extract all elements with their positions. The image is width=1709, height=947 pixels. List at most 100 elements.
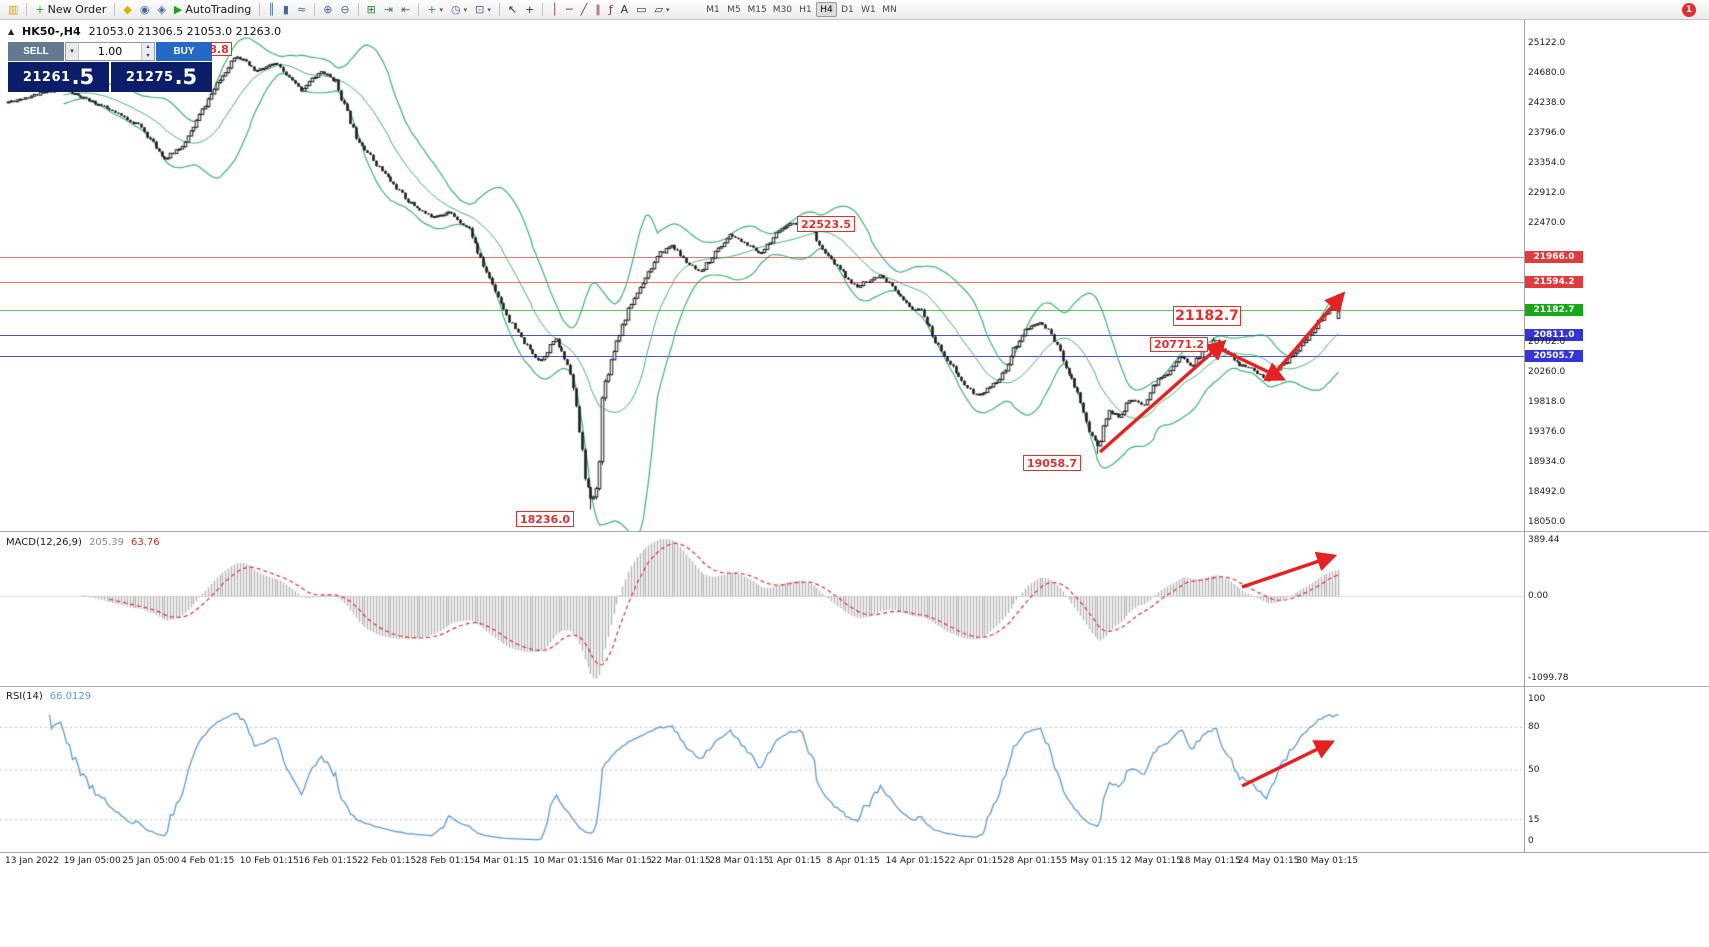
app-button[interactable]: ▥ xyxy=(5,1,21,18)
buy-button[interactable]: BUY xyxy=(156,42,212,61)
zoom-out-button[interactable]: ⊖ xyxy=(337,1,352,18)
channel-button[interactable]: ∥ xyxy=(592,1,604,18)
panel-splitter[interactable] xyxy=(0,531,1709,532)
toolbar-separator xyxy=(418,3,420,16)
bar-chart-button[interactable]: ║ xyxy=(265,1,278,18)
timeframe-m1-button[interactable]: M1 xyxy=(706,5,720,15)
horizontal-line-button[interactable]: ─ xyxy=(563,1,576,18)
crosshair-icon: + xyxy=(525,3,535,16)
volume-up-icon[interactable]: ▴ xyxy=(142,43,154,52)
trendline-icon: ╱ xyxy=(580,3,588,16)
data-window-button[interactable]: ◉ xyxy=(137,1,153,18)
crosshair-button[interactable]: + xyxy=(522,1,537,18)
line-chart-button[interactable]: ≈ xyxy=(294,1,309,18)
toolbar-separator xyxy=(114,3,116,16)
macd-label: MACD(12,26,9) xyxy=(6,537,82,548)
buy-price[interactable]: 21275 .5 xyxy=(111,62,212,92)
breakout-arrow[interactable] xyxy=(1266,291,1346,383)
panel-splitter[interactable] xyxy=(0,686,1709,687)
shapes-button[interactable]: ▱ ▾ xyxy=(652,1,673,18)
timeframe-mn-button[interactable]: MN xyxy=(882,5,897,15)
cursor-button[interactable]: ↖ xyxy=(505,1,520,18)
notification-badge[interactable]: 1 xyxy=(1682,2,1696,17)
toolbar-separator xyxy=(26,3,28,16)
autotrading-button-label: AutoTrading xyxy=(185,3,252,16)
vertical-line-icon: │ xyxy=(551,3,558,16)
periods-icon: ◷ xyxy=(451,3,461,16)
timeframe-toolbar: M1 M5 M15 M30 H1 H4 D1 W1 MN xyxy=(703,2,900,17)
auto-scroll-button[interactable]: ⇥ xyxy=(381,1,396,18)
timeframe-m5-button[interactable]: M5 xyxy=(727,5,741,15)
navigator-icon: ◈ xyxy=(157,3,166,16)
channel-icon: ∥ xyxy=(595,3,601,16)
new-order-button[interactable]: + New Order xyxy=(32,1,109,18)
zoom-out-icon: ⊖ xyxy=(340,3,350,16)
new-order-icon: + xyxy=(35,3,45,16)
vertical-line-button[interactable]: │ xyxy=(548,1,561,18)
market-watch-button[interactable]: ◆ xyxy=(120,1,134,18)
indicators-icon: + xyxy=(427,3,437,16)
sell-price[interactable]: 21261 .5 xyxy=(8,62,109,92)
timeframe-m15-button[interactable]: M15 xyxy=(747,5,767,15)
timeframe-h1-button[interactable]: H1 xyxy=(799,5,812,15)
toolbar-separator xyxy=(314,3,316,16)
macd-signal-value: 63.76 xyxy=(130,537,160,548)
toolbar-separator xyxy=(498,3,500,16)
candlestick-chart-icon: ▮ xyxy=(282,3,289,16)
macd-arrow[interactable] xyxy=(1241,551,1338,589)
timeframe-d1-button[interactable]: D1 xyxy=(841,5,854,15)
auto-scroll-icon: ⇥ xyxy=(383,3,394,16)
autotrading-button[interactable]: ▶ AutoTrading xyxy=(171,1,254,18)
fibonacci-button[interactable]: ƒ xyxy=(606,1,616,18)
tile-windows-button[interactable]: ⊞ xyxy=(364,1,379,18)
text-button[interactable]: A xyxy=(618,1,632,18)
zoom-in-button[interactable]: ⊕ xyxy=(320,1,335,18)
app-logo-icon: ▥ xyxy=(8,3,19,16)
pullback-arrow[interactable] xyxy=(1213,344,1287,381)
rsi-label: RSI(14) xyxy=(6,691,43,702)
toolbar: ▥ + New Order ◆ ◉ ◈ ▶ AutoTrading ║ ▮ ≈ ⊕ ⊖ ⊞ ⇥ ⇤ + ▾ ◷ ▾ ⊡ ▾… xyxy=(0,0,1709,20)
symbol-ohlc-line: HK50-,H4 21053.0 21306.5 21053.0 21263.0 xyxy=(22,25,281,38)
timeframe-h4-button[interactable]: H4 xyxy=(815,2,837,17)
dropdown-caret-icon: ▾ xyxy=(439,5,444,14)
macd-value: 205.39 xyxy=(88,537,124,548)
label-icon: ▭ xyxy=(636,3,647,16)
navigator-button[interactable]: ◈ xyxy=(154,1,168,18)
rsi-arrow[interactable] xyxy=(1241,740,1336,788)
horizontal-line-icon: ─ xyxy=(565,3,573,16)
toolbar-separator xyxy=(357,3,359,16)
volume-dropdown-icon[interactable]: ▾ xyxy=(66,43,79,60)
dropdown-caret-icon: ▾ xyxy=(487,5,491,14)
timeframe-w1-button[interactable]: W1 xyxy=(861,5,876,15)
trade-panel-collapse-icon[interactable]: ▲ xyxy=(8,27,15,36)
dropdown-caret-icon: ▾ xyxy=(665,5,670,14)
volume-down-icon[interactable]: ▾ xyxy=(142,51,154,60)
chart-shift-button[interactable]: ⇤ xyxy=(398,1,413,18)
candlestick-chart-button[interactable]: ▮ xyxy=(280,1,292,18)
indicators-button[interactable]: + ▾ xyxy=(424,1,446,18)
periods-button[interactable]: ◷ ▾ xyxy=(448,1,470,18)
line-chart-icon: ≈ xyxy=(296,3,307,16)
label-button[interactable]: ▭ xyxy=(633,1,649,18)
volume-control[interactable]: ▾ 1.00 ▴ ▾ xyxy=(65,42,155,61)
volume-spinner[interactable]: ▴ ▾ xyxy=(141,43,154,60)
shapes-icon: ▱ xyxy=(654,3,663,16)
zoom-in-icon: ⊕ xyxy=(323,3,333,16)
autotrading-icon: ▶ xyxy=(173,3,183,16)
symbol-label: HK50-,H4 xyxy=(22,25,81,38)
new-order-button-label: New Order xyxy=(47,3,107,16)
buy-price-main: 21275 xyxy=(125,69,174,85)
trendline-button[interactable]: ╱ xyxy=(578,1,591,18)
fibonacci-icon: ƒ xyxy=(608,3,613,16)
rsi-label-line: RSI(14) 66.0129 xyxy=(6,691,91,702)
dropdown-caret-icon: ▾ xyxy=(463,5,468,14)
sell-button[interactable]: SELL xyxy=(8,42,64,61)
timeframe-m30-button[interactable]: M30 xyxy=(772,5,792,15)
toolbar-separator xyxy=(542,3,544,16)
volume-value[interactable]: 1.00 xyxy=(97,45,123,58)
rally-arrow[interactable] xyxy=(1098,339,1227,454)
toolbar-separator xyxy=(259,3,261,16)
templates-button[interactable]: ⊡ ▾ xyxy=(472,1,494,18)
